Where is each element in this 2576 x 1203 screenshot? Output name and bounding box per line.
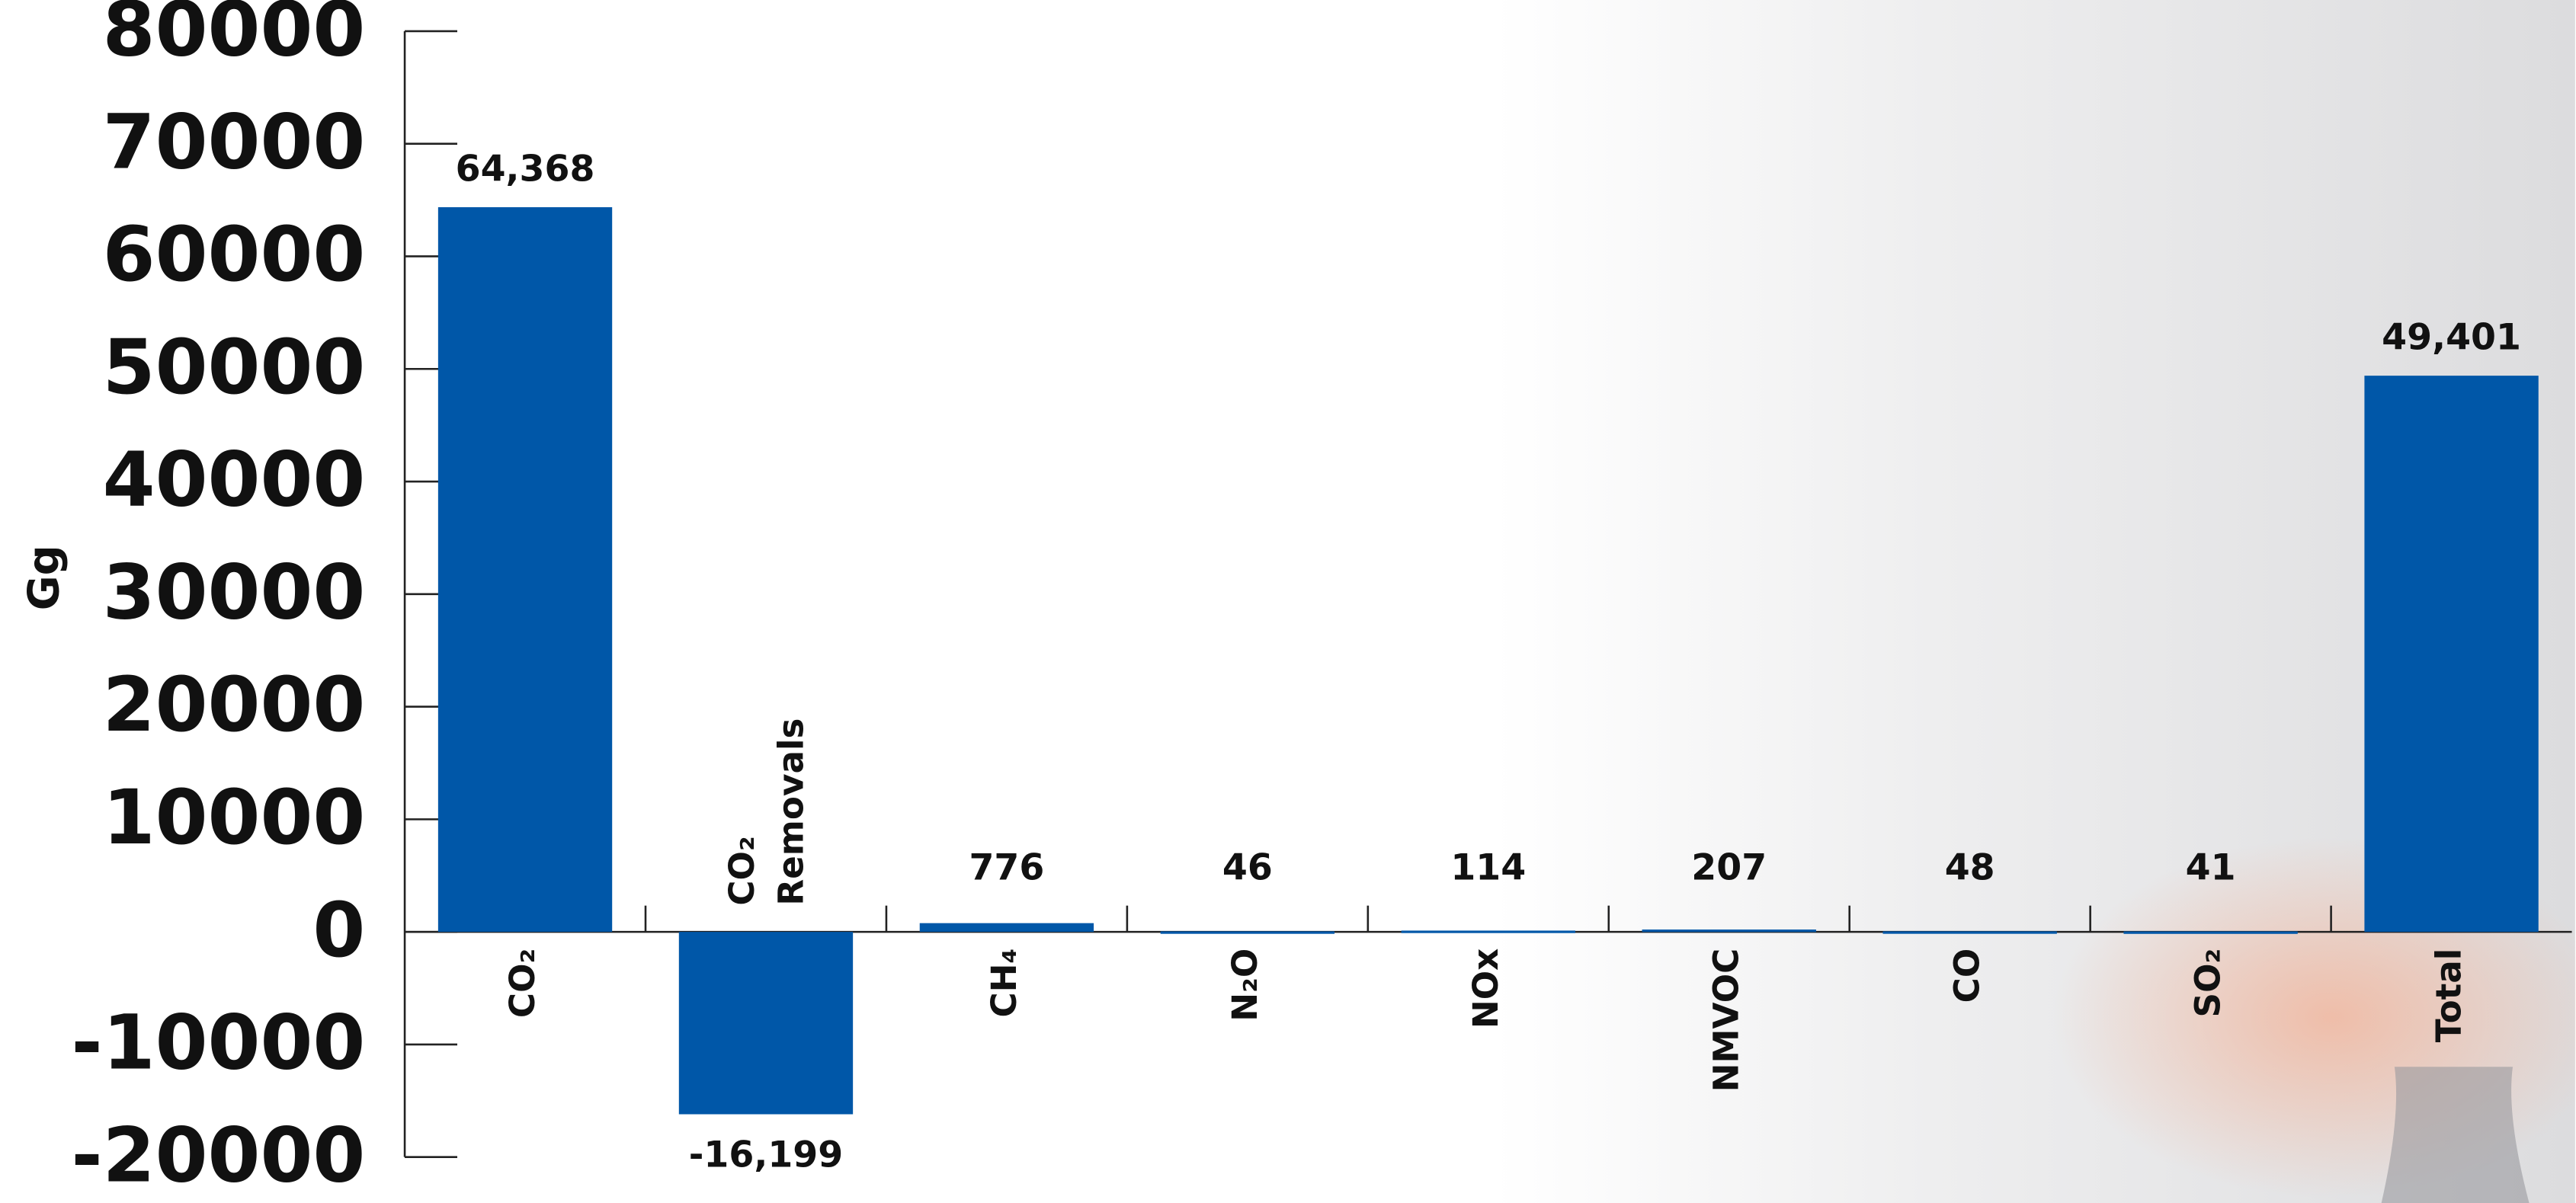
bar xyxy=(1401,930,1575,933)
value-label: -16,199 xyxy=(689,1134,843,1176)
y-tick-label: 80000 xyxy=(103,0,366,74)
x-tick-label: SO₂ xyxy=(2188,949,2228,1018)
value-label: 46 xyxy=(1222,846,1273,888)
x-tick-label: CO₂ xyxy=(502,949,543,1018)
value-label: 48 xyxy=(1945,846,1995,888)
y-tick-label: 10000 xyxy=(103,774,366,862)
y-tick-label: 70000 xyxy=(103,98,366,186)
x-tick-label: CO₂ Removals xyxy=(722,718,812,906)
background-tower xyxy=(2381,1067,2530,1203)
y-tick-label: 40000 xyxy=(103,437,366,524)
x-tick-label: N₂O xyxy=(1225,949,1265,1022)
bar xyxy=(2364,376,2539,933)
bar xyxy=(919,923,1094,933)
y-axis-label: Gg xyxy=(20,545,69,610)
x-tick-label: CH₄ xyxy=(984,949,1024,1018)
x-tick-label: NOx xyxy=(1466,949,1506,1029)
value-label: 207 xyxy=(1691,846,1767,888)
bar xyxy=(1882,931,2057,934)
y-tick-label: -10000 xyxy=(72,1000,366,1087)
y-tick-label: -20000 xyxy=(72,1112,366,1199)
x-tick-label: Total xyxy=(2429,949,2469,1043)
bar xyxy=(678,932,854,1115)
x-tick-label: CO xyxy=(1947,949,1988,1003)
x-tick-label: NMVOC xyxy=(1706,949,1747,1093)
value-label: 114 xyxy=(1450,846,1526,888)
value-label: 49,401 xyxy=(2382,317,2521,359)
bar xyxy=(2123,931,2298,934)
value-label: 41 xyxy=(2186,846,2236,888)
bar xyxy=(1642,929,1816,933)
y-tick-label: 60000 xyxy=(103,211,366,299)
y-tick-label: 20000 xyxy=(103,661,366,749)
value-label: 64,368 xyxy=(456,149,595,190)
value-label: 776 xyxy=(969,846,1044,888)
bar xyxy=(1160,931,1335,934)
y-tick-label: 0 xyxy=(312,887,365,974)
y-tick-label: 30000 xyxy=(103,549,366,636)
bar xyxy=(437,206,613,933)
y-tick-label: 50000 xyxy=(103,324,366,411)
